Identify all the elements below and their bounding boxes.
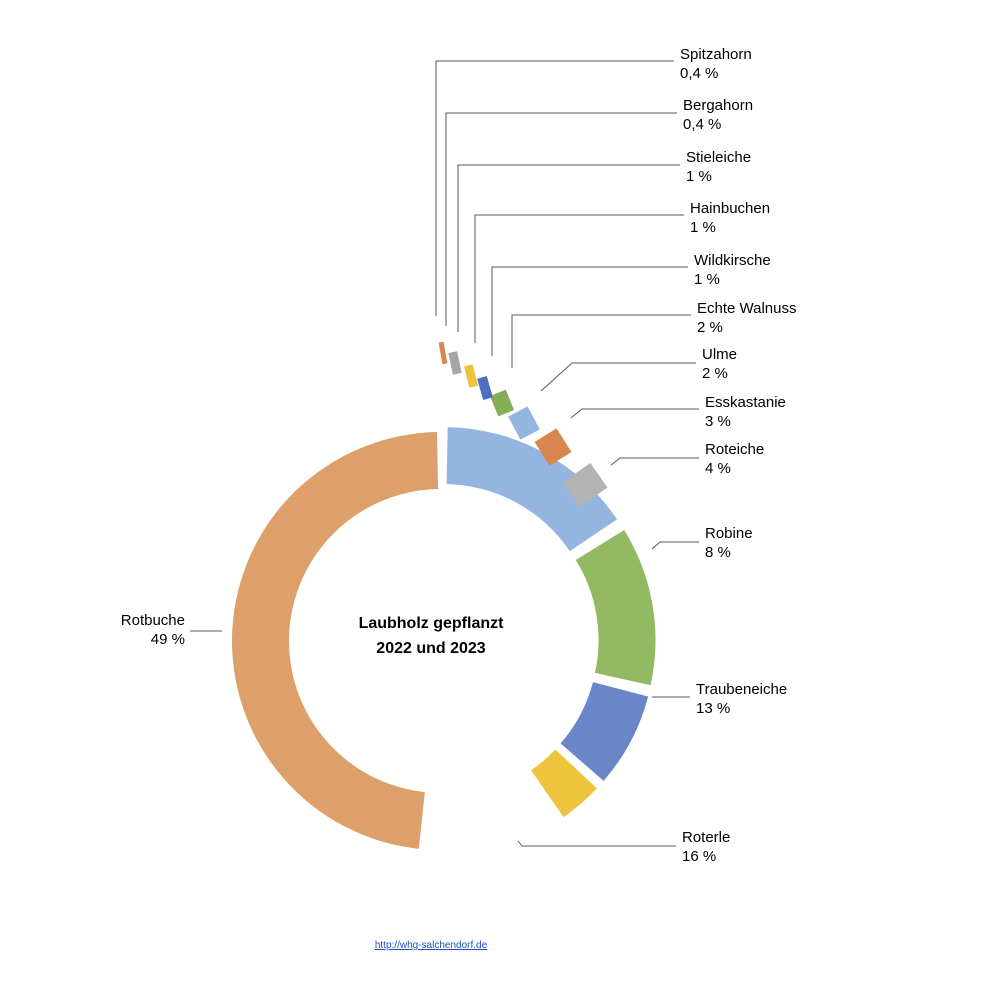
slice-label-value-bergahorn: 0,4 % — [683, 116, 721, 133]
slice-label-name-bergahorn: Bergahorn — [683, 97, 753, 114]
slice-stieleiche — [463, 364, 479, 388]
slice-traubeneiche — [575, 530, 656, 686]
leader-line-roterle — [517, 840, 676, 847]
source-link[interactable]: http://whg-salchendorf.de — [374, 940, 488, 951]
leader-line-esskastanie — [570, 408, 699, 419]
slice-label-value-esskastanie: 3 % — [705, 413, 731, 430]
leader-line-stieleiche — [457, 164, 680, 332]
slice-label-name-echte-walnuss: Echte Walnuss — [697, 300, 797, 317]
slice-roterle — [446, 427, 618, 552]
slice-label-value-traubeneiche: 13 % — [696, 700, 730, 717]
slice-roteiche — [531, 749, 597, 818]
leader-line-wildkirsche — [491, 266, 688, 356]
slice-label-name-stieleiche: Stieleiche — [686, 149, 751, 166]
slice-label-name-traubeneiche: Traubeneiche — [696, 681, 787, 698]
slice-label-name-esskastanie: Esskastanie — [705, 394, 786, 411]
slice-label-value-hainbuchen: 1 % — [690, 219, 716, 236]
slice-wildkirsche — [489, 389, 515, 417]
chart-title-line-2: 2022 und 2023 — [376, 640, 486, 657]
slice-label-name-wildkirsche: Wildkirsche — [694, 252, 771, 269]
leader-line-hainbuchen — [474, 214, 684, 343]
leader-line-roteiche — [610, 457, 699, 466]
slice-hainbuchen — [477, 376, 493, 400]
slice-labels-group: Rotbuche 49 % Roterle 16 % Traubeneiche 13 % R… — [121, 46, 797, 865]
slice-label-name-spitzahorn: Spitzahorn — [680, 46, 752, 63]
slice-label-name-hainbuchen: Hainbuchen — [690, 200, 770, 217]
slice-label-name-roterle: Roterle — [682, 829, 730, 846]
leader-line-bergahorn — [445, 112, 677, 326]
slice-robine — [560, 682, 649, 781]
slice-label-value-rotbuche: 49 % — [151, 631, 185, 648]
leader-line-ulme — [540, 362, 696, 392]
slice-ulme — [534, 428, 572, 466]
slice-label-value-stieleiche: 1 % — [686, 168, 712, 185]
slice-label-name-roteiche: Roteiche — [705, 441, 764, 458]
chart-title-line-1: Laubholz gepflanzt — [359, 615, 505, 632]
slice-label-value-roterle: 16 % — [682, 848, 716, 865]
slice-rotbuche — [231, 432, 439, 849]
slice-label-value-roteiche: 4 % — [705, 460, 731, 477]
slice-bergahorn — [448, 351, 462, 375]
slice-label-value-ulme: 2 % — [702, 365, 728, 382]
leader-line-spitzahorn — [435, 60, 674, 316]
slice-label-name-robine: Robine — [705, 525, 753, 542]
slice-spitzahorn — [438, 341, 448, 365]
slice-label-value-echte-walnuss: 2 % — [697, 319, 723, 336]
leader-line-echte-walnuss — [511, 314, 691, 368]
slice-label-value-robine: 8 % — [705, 544, 731, 561]
slice-label-value-wildkirsche: 1 % — [694, 271, 720, 288]
slice-label-name-rotbuche: Rotbuche — [121, 612, 185, 629]
slices-group — [231, 341, 656, 849]
slice-echte-walnuss — [508, 406, 540, 440]
slice-label-value-spitzahorn: 0,4 % — [680, 65, 718, 82]
slice-esskastanie — [562, 462, 608, 508]
slice-label-name-ulme: Ulme — [702, 346, 737, 363]
leader-lines-group — [190, 60, 699, 847]
leader-line-robine — [651, 541, 699, 550]
